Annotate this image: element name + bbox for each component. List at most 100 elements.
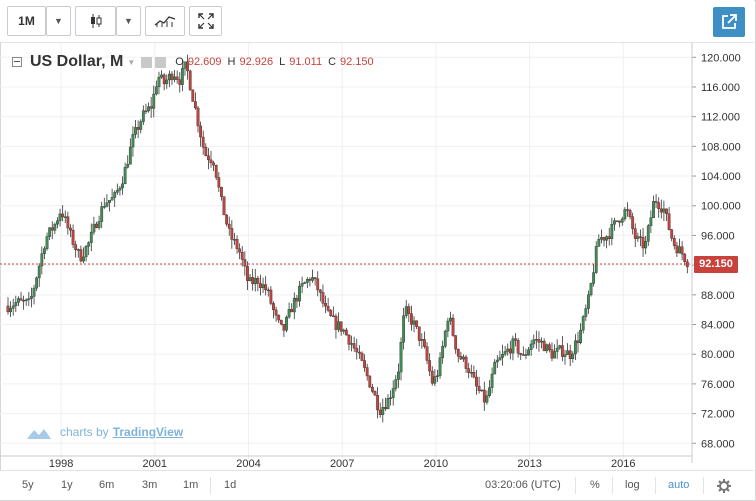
chevron-down-icon: ▼ [54, 16, 63, 26]
candle-up [24, 299, 28, 302]
price-chart[interactable]: 120.000 116.000 112.000 108.000 104.000 100.0… [0, 43, 754, 470]
collapse-icon[interactable] [12, 57, 22, 67]
candle-up [623, 209, 627, 220]
candle-up [597, 238, 601, 247]
interval-label: 1M [18, 14, 35, 28]
candle-down [69, 227, 72, 231]
hide-icon[interactable] [155, 56, 167, 68]
candle-up [558, 345, 562, 349]
candle-down [170, 73, 174, 80]
candle-up [141, 110, 145, 122]
symbol-title[interactable]: US Dollar, M [30, 53, 124, 70]
candle-down [295, 297, 299, 302]
candle-down [641, 237, 645, 249]
chart-style-button[interactable] [75, 6, 116, 36]
chevron-down-icon[interactable]: ▼ [127, 57, 136, 67]
candle-down [355, 347, 359, 353]
candle-up [35, 277, 39, 289]
auto-scale-button[interactable]: auto [668, 479, 690, 491]
candle-down [618, 220, 622, 223]
candle-up [337, 321, 340, 330]
candle-down [537, 339, 541, 343]
range-6m-button[interactable]: 6m [99, 479, 115, 491]
candle-down [547, 344, 551, 350]
indicators-button[interactable] [145, 6, 185, 36]
y-tick-label: 88.000 [701, 290, 735, 302]
candle-up [589, 283, 593, 296]
candle-up [493, 361, 497, 375]
candle-up [592, 272, 596, 284]
candle-up [553, 351, 556, 359]
settings-icon[interactable] [141, 56, 153, 68]
y-tick-label: 116.000 [701, 82, 740, 94]
candle-down [22, 300, 26, 302]
candle-down [274, 309, 278, 316]
candle-up [58, 213, 62, 221]
watermark-brand-link[interactable]: TradingView [112, 425, 184, 439]
range-1m-button[interactable]: 1m [183, 479, 199, 491]
candle-up [43, 248, 46, 254]
candle-down [454, 335, 458, 350]
candle-up [678, 246, 681, 254]
candle-down [188, 70, 192, 91]
open-label: O [175, 56, 184, 68]
candle-up [391, 388, 395, 398]
range-1d-button[interactable]: 1d [224, 479, 237, 491]
candle-down [201, 136, 205, 148]
fullscreen-icon [197, 13, 214, 29]
candle-up [490, 373, 494, 388]
percent-scale-button[interactable]: % [590, 479, 600, 491]
candle-down [329, 310, 333, 316]
candle-up [587, 294, 590, 309]
candle-up [32, 287, 36, 297]
candle-down [74, 244, 78, 251]
candle-down [318, 289, 322, 293]
candle-up [436, 375, 439, 377]
range-1y-button[interactable]: 1y [61, 479, 73, 491]
candle-up [160, 74, 163, 78]
tradingview-watermark[interactable]: charts by TradingView [26, 424, 183, 440]
candle-down [282, 323, 286, 331]
x-tick-label: 2001 [143, 458, 167, 470]
candle-up [261, 284, 265, 288]
candle-up [45, 236, 49, 249]
candle-down [376, 395, 379, 411]
candle-down [410, 313, 413, 325]
candle-down [313, 277, 317, 280]
share-button[interactable] [713, 7, 745, 37]
candle-up [441, 346, 445, 358]
candle-up [350, 343, 353, 345]
x-tick-label: 2013 [517, 458, 541, 470]
candle-down [266, 289, 270, 292]
divider [612, 477, 613, 494]
candle-down [222, 196, 226, 216]
candle-up [48, 227, 52, 237]
interval-dropdown-button[interactable]: ▼ [46, 6, 71, 36]
candle-down [451, 317, 455, 336]
candle-down [339, 321, 343, 332]
chart-style-dropdown-button[interactable]: ▼ [116, 6, 141, 36]
interval-button[interactable]: 1M [7, 6, 46, 36]
candle-down [243, 259, 247, 267]
candle-up [449, 317, 452, 322]
candle-up [126, 163, 130, 168]
candle-up [154, 86, 158, 95]
candle-down [308, 279, 312, 281]
log-scale-button[interactable]: log [625, 479, 640, 491]
candle-down [144, 110, 148, 113]
low-label: L [279, 56, 286, 68]
candle-down [568, 350, 572, 359]
y-tick-label: 84.000 [701, 320, 735, 332]
candle-down [272, 303, 275, 311]
candle-up [287, 309, 291, 318]
fullscreen-button[interactable] [189, 6, 222, 36]
gear-icon[interactable] [717, 479, 731, 493]
candle-down [199, 125, 203, 138]
candle-up [386, 398, 390, 410]
range-5y-button[interactable]: 5y [22, 479, 34, 491]
candle-down [430, 370, 434, 384]
range-3m-button[interactable]: 3m [142, 479, 158, 491]
utc-clock[interactable]: 03:20:06 (UTC) [485, 479, 561, 491]
candle-down [191, 89, 195, 102]
open-value: 92.609 [187, 56, 222, 68]
